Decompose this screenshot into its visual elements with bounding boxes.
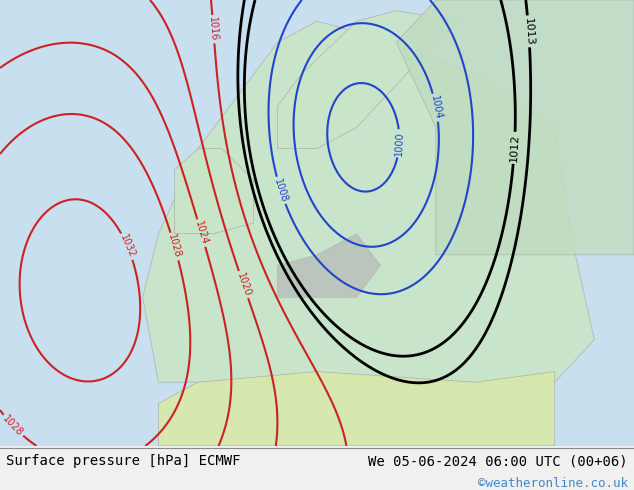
Text: 1032: 1032 (118, 233, 137, 260)
Polygon shape (396, 0, 634, 255)
Text: 1004: 1004 (429, 95, 443, 121)
Text: ©weatheronline.co.uk: ©weatheronline.co.uk (477, 477, 628, 490)
Text: 1012: 1012 (508, 134, 521, 162)
Text: 1008: 1008 (272, 177, 289, 204)
Text: 1013: 1013 (522, 17, 534, 46)
Text: 1020: 1020 (235, 271, 252, 298)
Polygon shape (143, 21, 595, 382)
Text: Surface pressure [hPa] ECMWF: Surface pressure [hPa] ECMWF (6, 454, 241, 468)
Polygon shape (278, 11, 460, 148)
Text: 1016: 1016 (207, 17, 219, 42)
FancyBboxPatch shape (0, 0, 634, 449)
Text: We 05-06-2024 06:00 UTC (00+06): We 05-06-2024 06:00 UTC (00+06) (368, 454, 628, 468)
Polygon shape (174, 148, 254, 234)
Text: 1028: 1028 (1, 414, 25, 438)
Text: 1000: 1000 (394, 131, 404, 156)
Polygon shape (278, 234, 380, 297)
Polygon shape (158, 371, 555, 446)
Text: 1024: 1024 (193, 220, 210, 246)
Text: 1028: 1028 (166, 233, 183, 260)
